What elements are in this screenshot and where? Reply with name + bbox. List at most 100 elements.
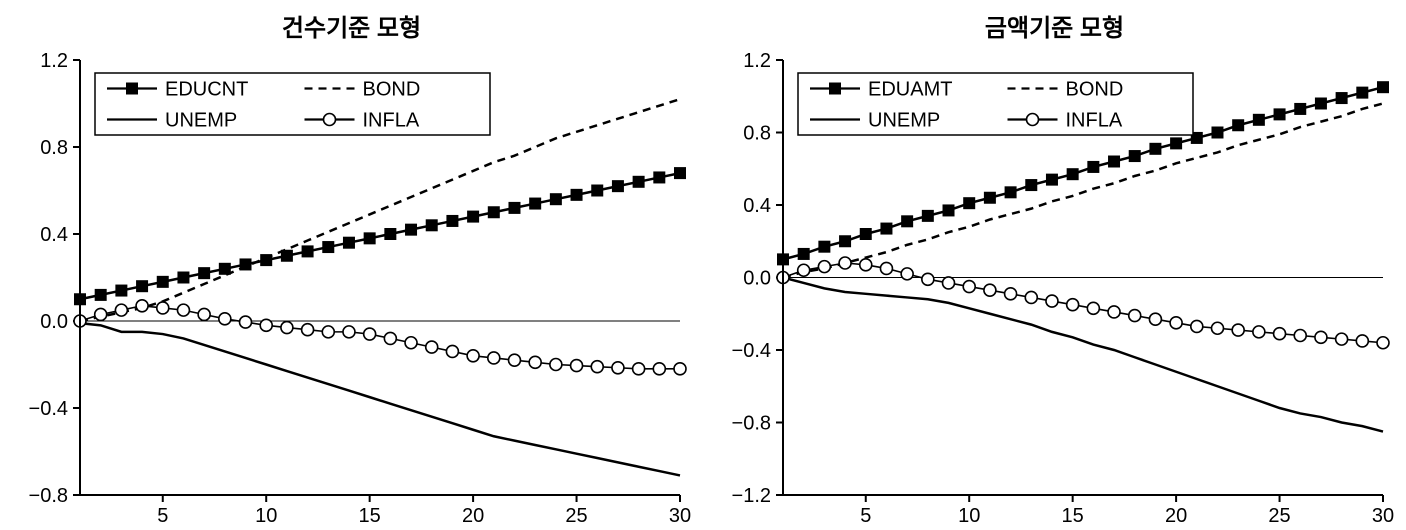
- series-line-educnt: [80, 173, 680, 299]
- series-marker: [136, 300, 148, 312]
- series-marker: [633, 176, 645, 188]
- series-marker: [880, 262, 892, 274]
- series-marker: [1294, 330, 1306, 342]
- series-marker: [1067, 299, 1079, 311]
- series-marker: [384, 332, 396, 344]
- y-tick-label: 0.0: [743, 268, 771, 290]
- y-tick-label: 0.4: [743, 195, 771, 217]
- y-tick-label: 0.0: [40, 311, 68, 333]
- series-marker: [798, 248, 810, 260]
- series-marker: [488, 352, 500, 364]
- y-tick-label: −0.8: [732, 413, 771, 435]
- series-marker: [1336, 333, 1348, 345]
- series-marker: [860, 228, 872, 240]
- x-tick-label: 25: [1268, 505, 1290, 527]
- series-marker: [653, 363, 665, 375]
- series-marker: [591, 361, 603, 373]
- series-marker: [529, 356, 541, 368]
- series-marker: [322, 326, 334, 338]
- series-marker: [198, 308, 210, 320]
- series-marker: [1232, 119, 1244, 131]
- series-marker: [177, 304, 189, 316]
- series-marker: [426, 219, 438, 231]
- x-tick-label: 15: [359, 505, 381, 527]
- series-marker: [405, 224, 417, 236]
- series-marker: [839, 235, 851, 247]
- legend-marker-icon: [1027, 114, 1039, 126]
- series-marker: [488, 206, 500, 218]
- series-marker: [405, 337, 417, 349]
- series-marker: [963, 197, 975, 209]
- series-marker: [1274, 108, 1286, 120]
- series-marker: [508, 202, 520, 214]
- series-marker: [1253, 326, 1265, 338]
- series-marker: [860, 259, 872, 271]
- series-marker: [198, 267, 210, 279]
- series-marker: [1087, 302, 1099, 314]
- legend-label: EDUCNT: [165, 79, 248, 101]
- series-marker: [446, 215, 458, 227]
- series-marker: [1149, 143, 1161, 155]
- series-marker: [550, 359, 562, 371]
- series-marker: [674, 363, 686, 375]
- legend-label: EDUAMT: [868, 79, 952, 101]
- series-marker: [1046, 174, 1058, 186]
- y-tick-label: −0.4: [29, 398, 68, 420]
- series-marker: [1129, 310, 1141, 322]
- series-line-unemp: [80, 323, 680, 475]
- series-marker: [591, 185, 603, 197]
- legend-box: [95, 73, 490, 135]
- series-marker: [364, 328, 376, 340]
- series-marker: [571, 189, 583, 201]
- series-marker: [1377, 337, 1389, 349]
- series-marker: [240, 316, 252, 328]
- series-marker: [1356, 87, 1368, 99]
- series-marker: [1315, 331, 1327, 343]
- series-marker: [467, 350, 479, 362]
- series-marker: [467, 211, 479, 223]
- series-marker: [612, 362, 624, 374]
- series-marker: [1108, 156, 1120, 168]
- series-marker: [818, 261, 830, 273]
- series-marker: [1025, 291, 1037, 303]
- series-marker: [343, 326, 355, 338]
- series-marker: [364, 232, 376, 244]
- series-marker: [1149, 313, 1161, 325]
- series-marker: [115, 304, 127, 316]
- figure: 건수기준 모형−0.8−0.40.00.40.81.251015202530ED…: [0, 0, 1406, 530]
- x-tick-label: 20: [462, 505, 484, 527]
- legend-label: INFLA: [1066, 110, 1123, 132]
- series-line-unemp: [783, 278, 1383, 432]
- series-line-infla: [80, 306, 680, 369]
- series-marker: [943, 204, 955, 216]
- series-marker: [1211, 127, 1223, 139]
- y-tick-label: 0.4: [40, 224, 68, 246]
- series-marker: [1191, 320, 1203, 332]
- series-marker: [1087, 161, 1099, 173]
- series-marker: [302, 245, 314, 257]
- series-marker: [1005, 288, 1017, 300]
- y-tick-label: 1.2: [40, 50, 68, 72]
- series-marker: [1025, 179, 1037, 191]
- series-marker: [343, 237, 355, 249]
- series-marker: [1108, 306, 1120, 318]
- series-marker: [157, 302, 169, 314]
- series-marker: [612, 180, 624, 192]
- series-marker: [302, 324, 314, 336]
- series-marker: [984, 192, 996, 204]
- series-marker: [1356, 335, 1368, 347]
- series-marker: [1377, 81, 1389, 93]
- legend-label: BOND: [1066, 79, 1124, 101]
- series-marker: [922, 210, 934, 222]
- series-line-infla: [783, 263, 1383, 343]
- series-marker: [1067, 168, 1079, 180]
- series-marker: [1253, 114, 1265, 126]
- x-tick-label: 10: [255, 505, 277, 527]
- chart-panel-left: 건수기준 모형−0.8−0.40.00.40.81.251015202530ED…: [0, 0, 703, 530]
- series-marker: [281, 322, 293, 334]
- y-tick-label: −0.4: [732, 340, 771, 362]
- y-tick-label: 0.8: [743, 123, 771, 145]
- y-tick-label: 0.8: [40, 137, 68, 159]
- legend-marker-icon: [829, 83, 841, 95]
- series-marker: [177, 272, 189, 284]
